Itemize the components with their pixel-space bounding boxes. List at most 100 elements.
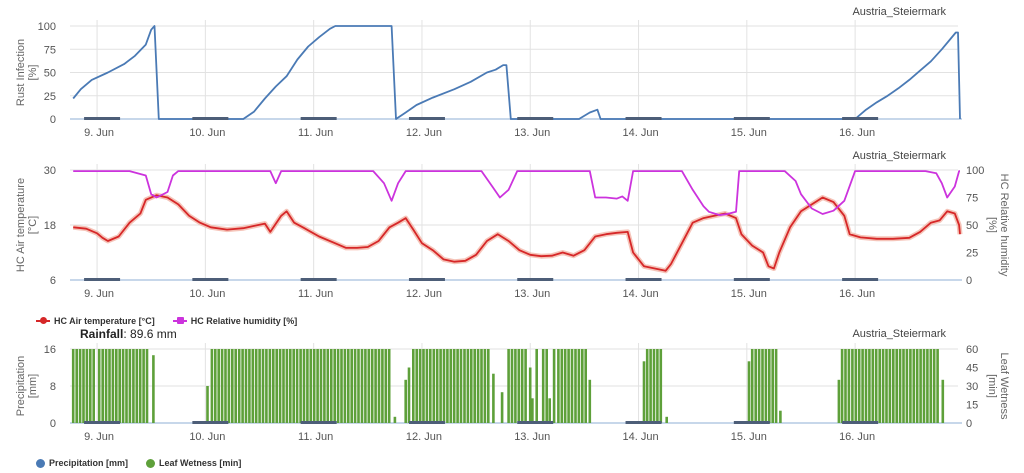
chart3-leaf-wetness-bar	[412, 349, 415, 423]
chart3-x-tick-label: 15. Jun	[731, 431, 767, 443]
chart1-night-marker	[842, 117, 879, 120]
chart3-leaf-wetness-bar	[844, 349, 847, 423]
chart3-leaf-wetness-bar	[217, 349, 220, 423]
precipitation-legend-swatch[interactable]	[36, 458, 45, 468]
rainfall-label: Rainfall	[80, 327, 124, 341]
chart3-leaf-wetness-bar	[292, 349, 295, 423]
chart3-leaf-wetness-bar	[929, 349, 933, 423]
chart3-leaf-wetness-bar	[78, 349, 82, 423]
chart3-leaf-wetness-bar	[510, 349, 514, 423]
chart3-x-tick-label: 10. Jun	[189, 431, 225, 443]
chart3-leaf-wetness-bar	[774, 349, 778, 423]
chart3-leaf-wetness-bar	[642, 361, 646, 423]
chart2-y2-axis-title-line: HC Relative humidity	[998, 174, 1010, 277]
chart2-y2-tick-label: 75	[966, 193, 978, 205]
chart3-leaf-wetness-bar	[757, 349, 761, 423]
chart3-leaf-wetness-bar	[282, 349, 285, 423]
chart3-y-axis-title-line: [mm]	[27, 374, 39, 398]
chart2-x-tick-label: 13. Jun	[514, 288, 550, 300]
chart3-leaf-wetness-bar	[214, 349, 217, 423]
chart3-leaf-wetness-bar	[152, 355, 155, 423]
chart3-leaf-wetness-bar	[227, 349, 231, 423]
chart3-leaf-wetness-bar	[446, 349, 449, 423]
chart1-y-tick-label: 100	[38, 21, 56, 33]
chart3-leaf-wetness-bar	[574, 349, 577, 423]
precipitation-legend-label[interactable]: Precipitation [mm]	[49, 458, 129, 468]
chart3-leaf-wetness-bar	[898, 349, 902, 423]
chart3-leaf-wetness-bar	[425, 349, 429, 423]
chart3-leaf-wetness-bar	[418, 349, 422, 423]
chart3-leaf-wetness-bar	[847, 349, 851, 423]
chart3-leaf-wetness-bar	[326, 349, 330, 423]
chart3-leaf-wetness-bar	[659, 349, 663, 423]
chart2-night-marker	[300, 278, 337, 281]
chart1-y-tick-label: 75	[44, 44, 56, 56]
chart2-temperature-line	[73, 194, 961, 272]
chart3-leaf-wetness-bar	[754, 349, 757, 423]
chart3-leaf-wetness-bar	[343, 349, 347, 423]
chart3-leaf-wetness-bar	[330, 349, 333, 423]
chart3-night-marker	[192, 421, 229, 424]
chart3-leaf-wetness-bar	[432, 349, 436, 423]
chart3-y-tick-label: 8	[50, 381, 56, 393]
chart3-leaf-wetness-bar	[384, 349, 388, 423]
chart2-y2-axis-title-line: [%]	[986, 217, 998, 233]
chart3-leaf-wetness-bar	[520, 349, 524, 423]
chart1-night-marker	[192, 117, 229, 120]
chart3-leaf-wetness-bar	[936, 349, 939, 423]
chart3-leaf-wetness-bar	[560, 349, 564, 423]
humidity-legend-swatch[interactable]	[172, 317, 187, 324]
chart3-y2-tick-label: 30	[966, 381, 978, 393]
chart3-leaf-wetness-bar	[652, 349, 656, 423]
chart3-leaf-wetness-bar	[125, 349, 128, 423]
temperature-legend-label[interactable]: HC Air temperature [°C]	[54, 316, 155, 326]
chart3-leaf-wetness-bar	[89, 349, 92, 423]
chart3-leaf-wetness-bar	[851, 349, 854, 423]
chart3-y2-tick-label: 45	[966, 363, 978, 375]
chart3-leaf-wetness-bar	[92, 349, 95, 423]
chart3-leaf-wetness-bar	[295, 349, 299, 423]
humidity-legend-label[interactable]: HC Relative humidity [%]	[190, 316, 298, 326]
chart2-x-tick-label: 15. Jun	[731, 288, 767, 300]
chart3-leaf-wetness-bar	[567, 349, 570, 423]
leaf-wetness-legend-label[interactable]: Leaf Wetness [min]	[159, 458, 242, 468]
chart3-leaf-wetness-bar	[278, 349, 282, 423]
legend-row-2: Precipitation [mm] Leaf Wetness [min]	[36, 458, 241, 468]
chart3-leaf-wetness-bar	[101, 349, 104, 423]
chart3-leaf-wetness-bar	[285, 349, 289, 423]
chart3-leaf-wetness-bar	[206, 386, 209, 423]
chart3-leaf-wetness-bar	[128, 349, 132, 423]
chart3-leaf-wetness-bar	[224, 349, 227, 423]
chart3-leaf-wetness-bar	[85, 349, 89, 423]
chart3-leaf-wetness-bar	[261, 349, 265, 423]
chart1-rust-infection-line	[72, 25, 961, 120]
rainfall-value: 89.6 mm	[130, 327, 177, 341]
chart3-leaf-wetness-bar	[265, 349, 268, 423]
chart3-leaf-wetness-bar	[517, 349, 521, 423]
chart3-x-tick-label: 12. Jun	[406, 431, 442, 443]
chart3-leaf-wetness-bar	[854, 349, 858, 423]
chart3-leaf-wetness-bar	[452, 349, 456, 423]
chart3-leaf-wetness-bar	[442, 349, 446, 423]
temperature-legend-swatch[interactable]	[36, 317, 50, 324]
chart3-night-marker	[408, 421, 445, 424]
chart3-leaf-wetness-bar	[367, 349, 371, 423]
chart3-leaf-wetness-bar	[656, 349, 659, 423]
chart3-leaf-wetness-bar	[470, 349, 473, 423]
chart3-leaf-wetness-bar	[881, 349, 885, 423]
chart3-leaf-wetness-bar	[840, 349, 844, 423]
chart3-leaf-wetness-bar	[500, 392, 504, 423]
chart3-leaf-wetness-bar	[868, 349, 871, 423]
chart3-leaf-wetness-bar	[97, 349, 101, 423]
chart3-leaf-wetness-bar	[535, 349, 538, 423]
chart3-leaf-wetness-bar	[909, 349, 912, 423]
leaf-wetness-legend-swatch[interactable]	[146, 458, 156, 468]
chart1-location-label: Austria_Steiermark	[852, 6, 946, 18]
chart3-leaf-wetness-bar	[312, 349, 316, 423]
chart2-y2-tick-label: 50	[966, 220, 978, 232]
chart3-x-tick-label: 16. Jun	[839, 431, 875, 443]
chart3-y2-axis-title-line: Leaf Wetness	[998, 352, 1010, 420]
chart3-leaf-wetness-bar	[422, 349, 425, 423]
chart3-leaf-wetness-bar	[922, 349, 926, 423]
chart2-y2-tick-label: 0	[966, 275, 972, 287]
